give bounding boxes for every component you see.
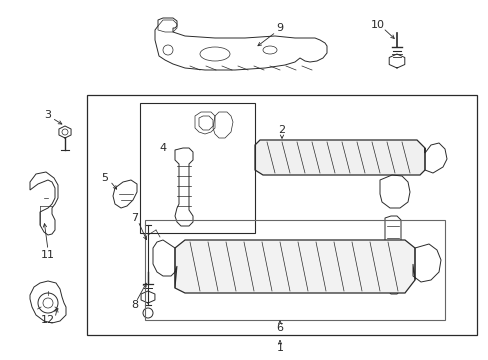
Text: 10: 10 <box>370 20 384 30</box>
Text: 8: 8 <box>131 300 138 310</box>
Bar <box>87 95 476 335</box>
Text: 12: 12 <box>41 315 55 325</box>
Bar <box>140 103 254 233</box>
Text: 4: 4 <box>159 143 166 153</box>
Text: 7: 7 <box>131 213 138 223</box>
Text: 6: 6 <box>276 323 283 333</box>
Text: 3: 3 <box>44 110 51 120</box>
Text: 1: 1 <box>276 343 283 353</box>
Text: 9: 9 <box>276 23 283 33</box>
Polygon shape <box>254 140 424 175</box>
Text: 2: 2 <box>278 125 285 135</box>
Polygon shape <box>175 240 414 293</box>
Text: 11: 11 <box>41 250 55 260</box>
Bar <box>145 220 444 320</box>
Text: 5: 5 <box>102 173 108 183</box>
